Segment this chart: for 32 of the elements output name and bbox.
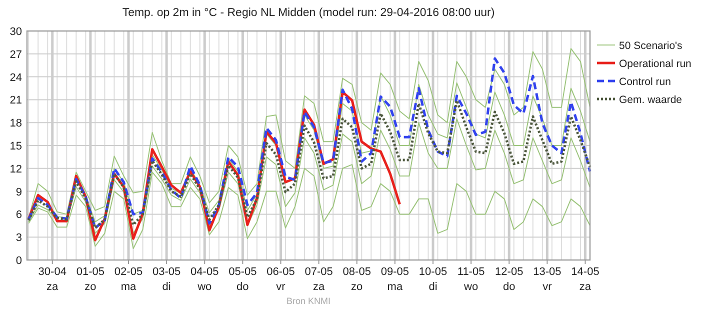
y-tick-label: 15: [10, 140, 22, 152]
y-tick-label: 6: [16, 209, 22, 222]
x-tick-label: 07-05 za: [304, 266, 333, 293]
x-tick-label: 12-05 do: [495, 266, 524, 293]
y-tick-label: 27: [10, 48, 22, 61]
legend-label: 50 Scenario's: [619, 40, 682, 52]
y-tick-label: 30: [10, 26, 22, 38]
x-tick-label: 02-05 ma: [114, 266, 143, 293]
y-tick-label: 9: [16, 186, 22, 198]
x-tick-label: 09-05 ma: [380, 266, 410, 293]
legend-label: Control run: [619, 76, 672, 88]
legend-label: Operational run: [619, 58, 692, 70]
x-tick-label: 05-05 do: [228, 266, 257, 293]
y-tick-label: 24: [10, 72, 22, 84]
x-tick-label: 10-05 di: [418, 266, 448, 293]
y-tick-label: 18: [10, 118, 22, 130]
x-tick-label: 14-05 za: [571, 266, 600, 293]
x-tick-label: 30-04 za: [38, 266, 66, 293]
y-tick-label: 12: [10, 163, 22, 176]
x-tick-label: 13-05 vr: [533, 266, 562, 293]
y-tick-label: 3: [16, 232, 22, 244]
x-tick-label: 01-05 zo: [76, 266, 105, 293]
x-tick-label: 08-05 zo: [342, 266, 371, 293]
chart-title: Temp. op 2m in °C - Regio NL Midden (model run: 29-04-2016 08:00 uur): [122, 7, 495, 19]
y-tick-label: 21: [10, 94, 22, 107]
y-tick-label: 0: [16, 255, 22, 267]
legend-label: Gem. waarde: [619, 94, 682, 106]
text: Bron KNMI: [286, 296, 331, 306]
x-tick-label: 11-05 wo: [457, 266, 485, 293]
x-tick-label: 06-05 vr: [266, 266, 295, 293]
x-tick-label: 04-05 wo: [190, 266, 219, 293]
x-tick-label: 03-05 di: [152, 266, 181, 293]
